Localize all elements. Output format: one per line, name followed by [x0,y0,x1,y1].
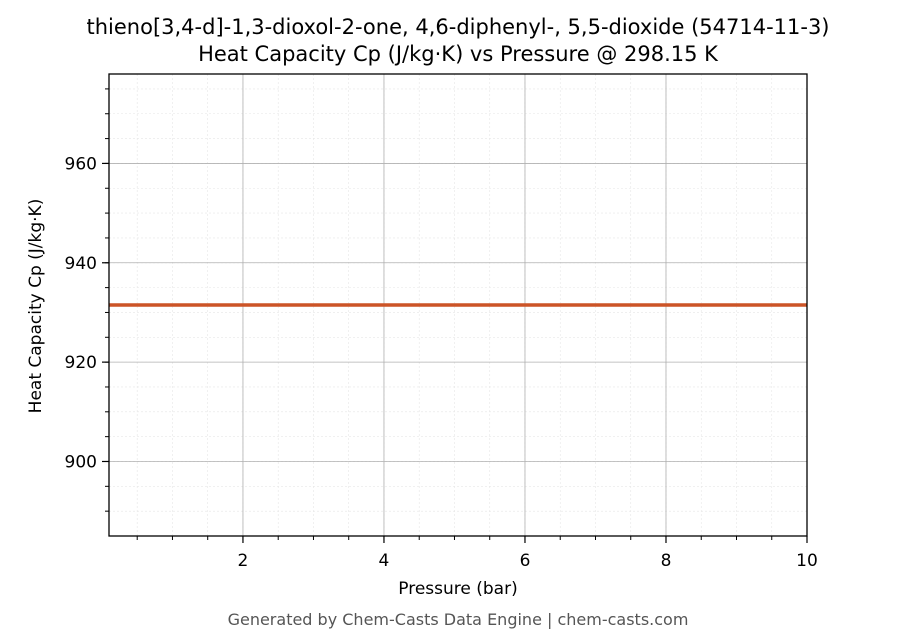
x-axis-label: Pressure (bar) [398,579,517,599]
x-tick-label: 6 [520,551,531,571]
x-tick-label: 10 [796,551,818,571]
plot-frame [108,73,808,537]
x-tick-label: 4 [379,551,390,571]
y-axis-label: Heat Capacity Cp (J/kg·K) [26,199,46,414]
footer-credit: Generated by Chem-Casts Data Engine | ch… [228,610,689,629]
chart-title: thieno[3,4-d]-1,3-dioxol-2-one, 4,6-diph… [86,15,829,39]
y-tick-label: 940 [65,254,97,274]
y-tick-label: 960 [65,154,97,174]
chart-subtitle: Heat Capacity Cp (J/kg·K) vs Pressure @ … [198,42,719,66]
y-tick-label: 920 [65,353,97,373]
y-tick-label: 900 [65,452,97,472]
x-tick-label: 8 [661,551,672,571]
x-tick-label: 2 [238,551,249,571]
ticks-layer: 2 4 6 8 10 900 920 940 960 [65,88,818,571]
